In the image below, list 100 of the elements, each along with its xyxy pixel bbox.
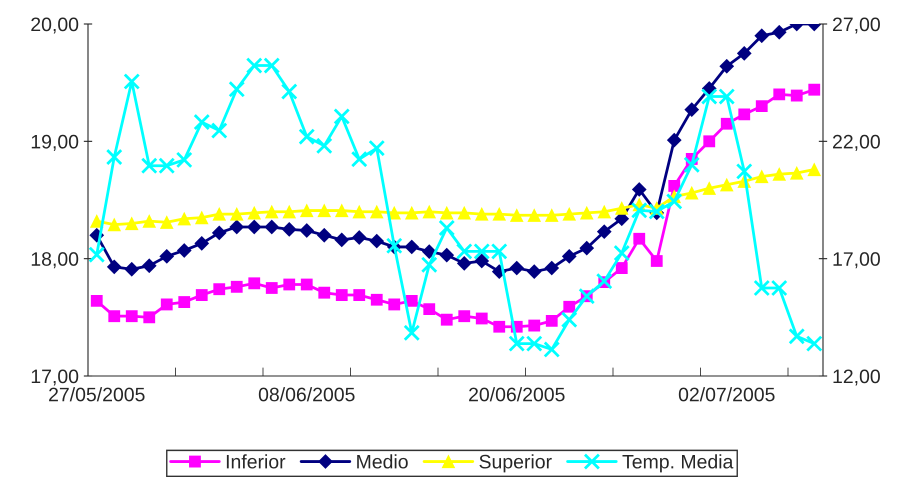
point — [352, 205, 366, 218]
point — [317, 228, 332, 242]
point — [788, 328, 806, 345]
point — [754, 28, 769, 43]
y2-tick-label: 22,00 — [833, 134, 880, 151]
y2-tick-label: 17,00 — [834, 252, 880, 268]
point — [143, 311, 156, 324]
point — [370, 205, 384, 218]
y-tick-label: 17,00 — [32, 369, 78, 386]
point — [108, 310, 120, 322]
point — [298, 128, 316, 145]
point — [230, 207, 244, 221]
point — [633, 232, 646, 245]
point — [580, 206, 594, 220]
point — [806, 335, 823, 352]
y2-tick-label: 27,00 — [833, 17, 880, 34]
point — [808, 162, 821, 176]
point — [650, 255, 663, 267]
point — [248, 206, 261, 220]
point — [266, 282, 278, 294]
point — [370, 294, 383, 306]
point — [580, 240, 594, 256]
point — [177, 243, 192, 258]
point — [527, 264, 542, 279]
y2-tick-label: 12,00 — [834, 369, 880, 386]
point — [160, 249, 174, 264]
point — [142, 214, 156, 228]
point — [142, 258, 156, 273]
legend-label: Temp. Media — [622, 454, 734, 472]
point — [597, 224, 612, 239]
point — [283, 278, 296, 290]
point — [756, 100, 768, 112]
point — [403, 324, 420, 342]
point — [388, 206, 401, 220]
point — [300, 278, 313, 290]
point — [248, 277, 260, 290]
y-tick-label: 18,00 — [32, 252, 78, 268]
point — [420, 256, 438, 274]
point — [736, 163, 753, 180]
point — [423, 303, 436, 316]
point — [702, 182, 716, 195]
point — [353, 289, 366, 301]
point — [282, 222, 296, 237]
point — [544, 260, 559, 276]
point — [265, 205, 278, 218]
point — [666, 193, 683, 210]
point — [160, 298, 173, 310]
point — [230, 220, 244, 234]
point — [476, 312, 488, 324]
point — [125, 216, 138, 230]
point — [492, 207, 506, 221]
point — [124, 262, 139, 276]
y-tick-label: 20,00 — [31, 17, 78, 34]
point — [126, 310, 138, 322]
point — [108, 218, 121, 232]
point — [210, 122, 228, 139]
point — [228, 80, 246, 98]
point — [300, 204, 314, 218]
point — [545, 208, 558, 222]
point — [615, 202, 628, 215]
point — [475, 207, 488, 221]
point — [510, 208, 524, 222]
point — [685, 186, 698, 200]
point — [458, 310, 470, 322]
point — [440, 206, 454, 220]
point — [193, 114, 210, 130]
point — [772, 24, 786, 40]
point — [107, 260, 122, 274]
y-tick-label: 19,00 — [32, 134, 78, 151]
point — [474, 254, 489, 268]
point — [280, 83, 298, 100]
legend-label: Inferior — [226, 454, 286, 469]
point — [195, 211, 208, 224]
point — [808, 84, 820, 96]
point — [196, 289, 208, 301]
point — [404, 240, 419, 254]
x-tick-label: 08/06/2005 — [258, 387, 355, 402]
point — [546, 314, 558, 327]
point — [738, 108, 750, 120]
point — [160, 216, 174, 229]
point — [510, 260, 524, 276]
point — [562, 249, 576, 264]
point — [368, 140, 386, 156]
point — [212, 226, 226, 240]
point — [388, 298, 400, 310]
point — [316, 137, 333, 154]
x-tick-label: 02/07/2005 — [678, 387, 775, 402]
point — [422, 205, 436, 218]
point — [123, 73, 140, 90]
point — [755, 170, 768, 184]
point — [528, 208, 541, 222]
point — [333, 108, 350, 125]
point — [230, 280, 243, 293]
point — [212, 207, 226, 221]
point — [90, 295, 103, 307]
point — [790, 90, 803, 102]
point — [336, 289, 348, 301]
point — [88, 246, 106, 264]
point — [528, 320, 540, 332]
point — [493, 320, 506, 333]
